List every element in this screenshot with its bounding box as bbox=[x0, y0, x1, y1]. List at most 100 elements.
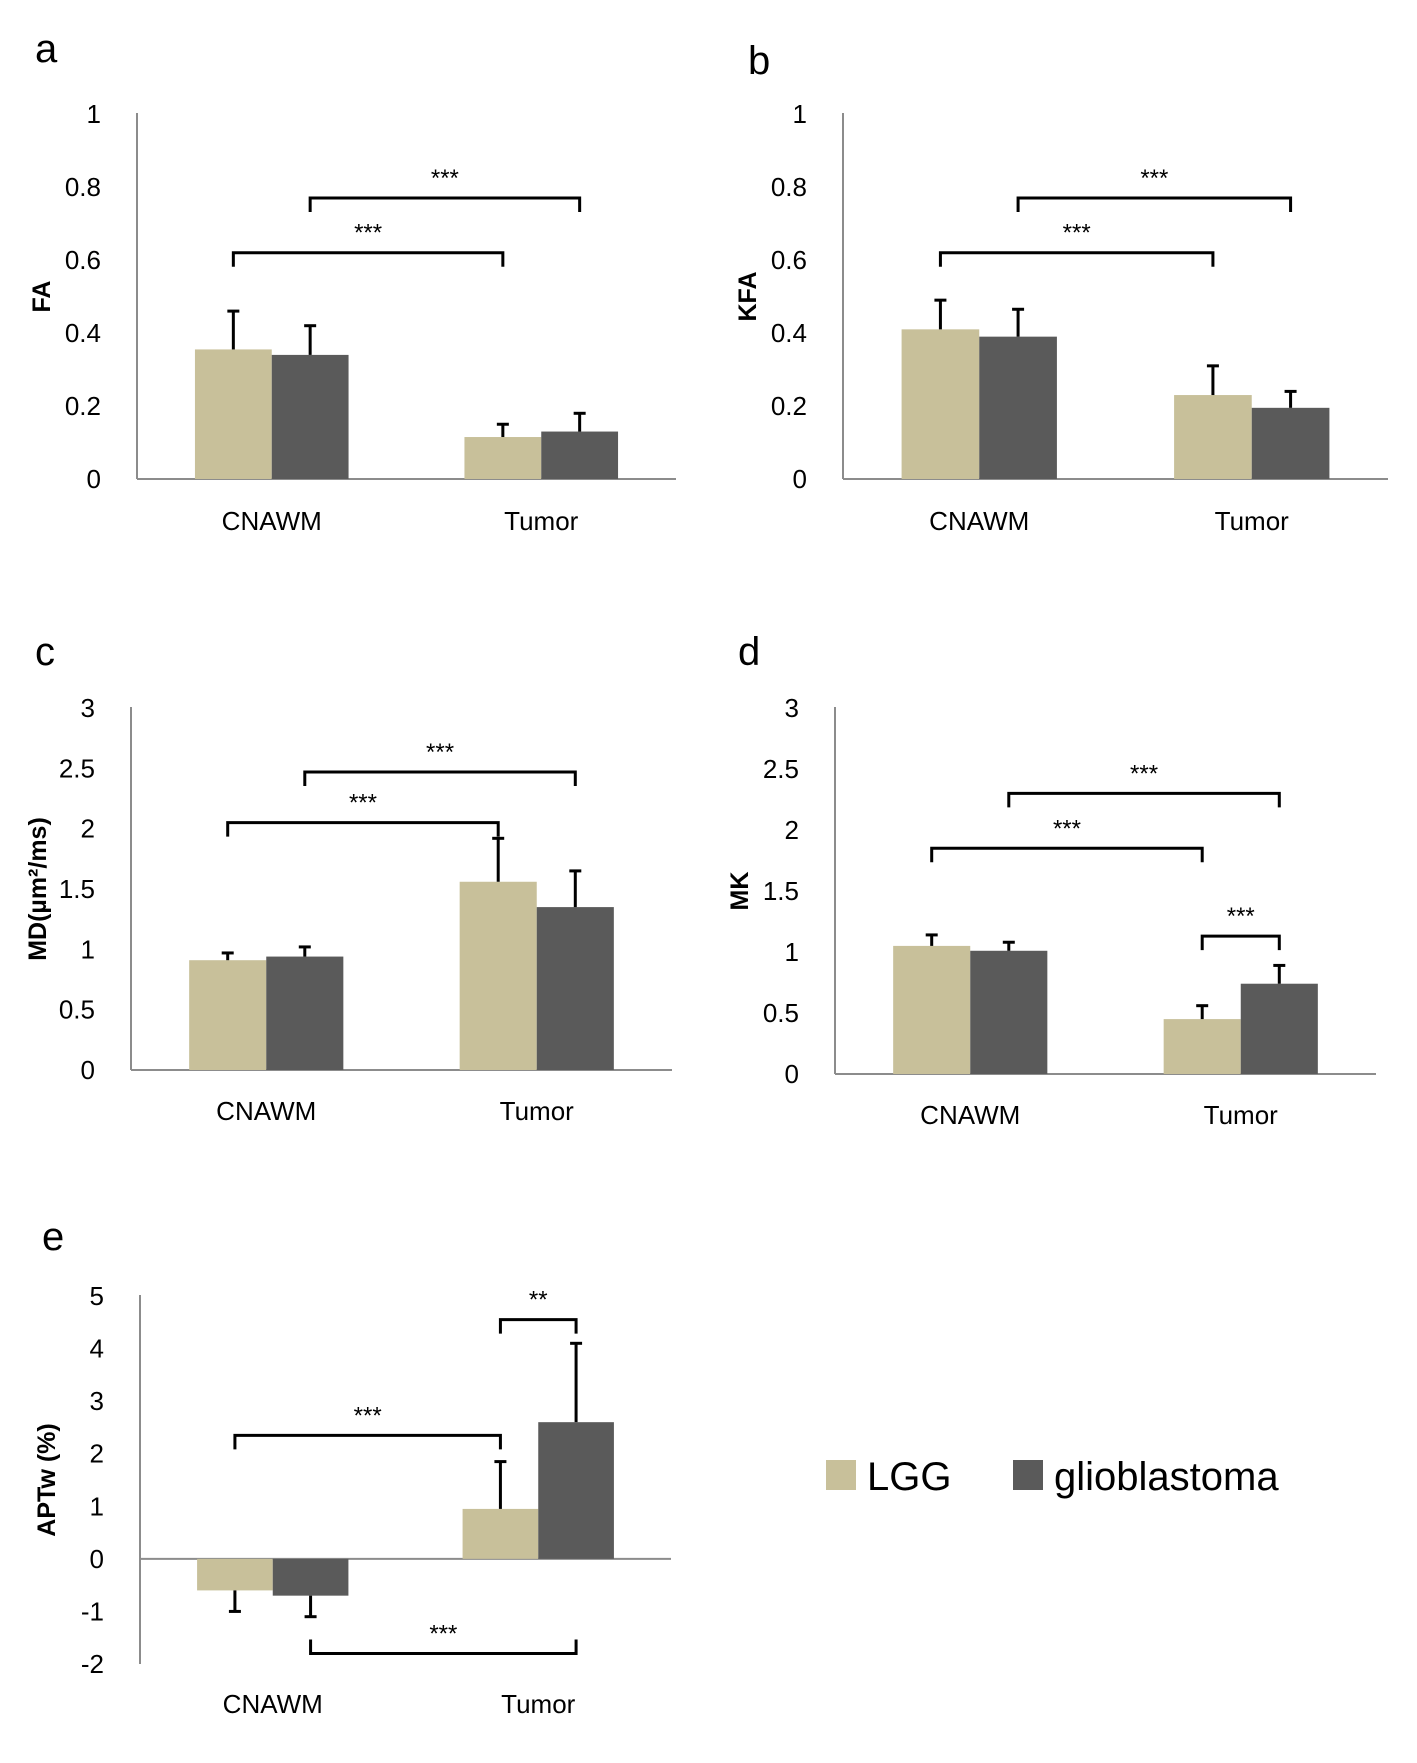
bar-LGG-CNAWM bbox=[189, 960, 267, 1070]
y-tick-label: 0 bbox=[90, 1544, 104, 1574]
y-axis-label: FA bbox=[28, 281, 56, 313]
error-bar bbox=[298, 945, 311, 957]
legend-swatch-LGG bbox=[826, 1460, 856, 1490]
chart-panel-d: d 0 0.5 1 1.5 2 2.5 3 MK CNAWM Tumor *** *** *** bbox=[726, 630, 1376, 1130]
bar-LGG-CNAWM bbox=[893, 945, 971, 1074]
y-tick-label: 1.5 bbox=[763, 876, 799, 906]
bar-LGG-Tumor bbox=[464, 437, 542, 479]
bracket-line bbox=[1016, 196, 1293, 212]
x-category-label: Tumor bbox=[1204, 1100, 1278, 1130]
y-tick-label: 1.5 bbox=[59, 874, 95, 904]
significance-label: *** bbox=[1130, 760, 1158, 787]
bar-glioblastoma-Tumor bbox=[1251, 407, 1330, 479]
significance-bracket: *** bbox=[309, 1620, 578, 1655]
y-tick-label: 0.6 bbox=[65, 245, 101, 275]
bracket-line bbox=[308, 196, 582, 212]
bracket-line bbox=[226, 821, 500, 837]
error-bar bbox=[496, 422, 509, 438]
error-bar bbox=[570, 1341, 583, 1423]
bar-LGG-Tumor bbox=[462, 1508, 539, 1559]
significance-bracket: *** bbox=[231, 220, 505, 267]
bracket-line bbox=[498, 1318, 578, 1334]
y-tick-label: 0.5 bbox=[763, 998, 799, 1028]
y-tick-label: 0.8 bbox=[771, 172, 807, 202]
y-tick-label: 2 bbox=[90, 1439, 104, 1469]
bar-LGG-Tumor bbox=[459, 881, 537, 1070]
error-bar bbox=[492, 836, 505, 882]
y-tick-label: 3 bbox=[90, 1386, 104, 1416]
bar-LGG-CNAWM bbox=[197, 1558, 273, 1591]
y-tick-label: 0 bbox=[87, 464, 101, 494]
y-tick-label: 0 bbox=[81, 1055, 95, 1085]
x-category-label: CNAWM bbox=[222, 506, 322, 536]
bracket-line bbox=[1200, 934, 1281, 951]
bar-glioblastoma-Tumor bbox=[1240, 983, 1318, 1074]
panel-label: c bbox=[35, 630, 55, 674]
panel-label: e bbox=[42, 1215, 64, 1259]
y-tick-label: 1 bbox=[785, 937, 799, 967]
x-category-label: CNAWM bbox=[223, 1689, 323, 1719]
y-tick-label: 0 bbox=[785, 1059, 799, 1089]
error-bar bbox=[227, 309, 240, 350]
x-category-label: Tumor bbox=[500, 1096, 574, 1126]
significance-label: *** bbox=[354, 220, 382, 247]
significance-bracket: *** bbox=[1016, 165, 1293, 212]
significance-label: *** bbox=[1063, 220, 1091, 247]
significance-label: *** bbox=[1053, 815, 1081, 842]
y-tick-label: 3 bbox=[785, 693, 799, 723]
y-tick-label: 2.5 bbox=[59, 753, 95, 783]
bar-glioblastoma-CNAWM bbox=[271, 354, 349, 479]
y-tick-label: 0.8 bbox=[65, 172, 101, 202]
error-bar bbox=[1002, 940, 1015, 951]
y-tick-label: 0.4 bbox=[65, 318, 101, 348]
y-tick-label: 0.2 bbox=[65, 391, 101, 421]
panel-label: d bbox=[738, 630, 760, 674]
significance-bracket: *** bbox=[308, 165, 582, 212]
bar-LGG-CNAWM bbox=[194, 349, 272, 479]
error-bar bbox=[304, 324, 317, 355]
chart-panel-c: c 0 0.5 1 1.5 2 2.5 3 MD(µm²/ms) CNAWM Tumor *** *** bbox=[24, 630, 672, 1126]
y-tick-label: 0.6 bbox=[771, 245, 807, 275]
y-tick-label: 0.5 bbox=[59, 995, 95, 1025]
y-axis-label: KFA bbox=[734, 272, 762, 322]
x-category-label: Tumor bbox=[501, 1689, 575, 1719]
significance-label: *** bbox=[431, 165, 459, 192]
panel-label: b bbox=[748, 39, 770, 83]
bracket-line bbox=[930, 846, 1204, 863]
legend-swatch-glioblastoma bbox=[1013, 1460, 1043, 1490]
significance-bracket: ** bbox=[498, 1287, 578, 1334]
error-bar bbox=[1284, 389, 1297, 408]
significance-bracket: *** bbox=[938, 220, 1215, 267]
error-bar bbox=[569, 869, 582, 908]
legend-label-glioblastoma: glioblastoma bbox=[1054, 1455, 1279, 1499]
significance-label: *** bbox=[1227, 903, 1255, 930]
x-category-label: CNAWM bbox=[929, 506, 1029, 536]
bar-glioblastoma-Tumor bbox=[538, 1422, 614, 1559]
bar-LGG-Tumor bbox=[1174, 395, 1252, 479]
bar-glioblastoma-CNAWM bbox=[979, 336, 1057, 479]
significance-label: *** bbox=[349, 790, 377, 817]
error-bar bbox=[304, 1595, 317, 1619]
error-bar bbox=[221, 951, 234, 961]
bracket-line bbox=[1007, 791, 1281, 808]
y-tick-label: 1 bbox=[793, 99, 807, 129]
error-bar bbox=[573, 411, 586, 432]
y-tick-label: 2 bbox=[785, 815, 799, 845]
bar-glioblastoma-Tumor bbox=[541, 431, 619, 479]
bracket-line bbox=[303, 770, 577, 786]
y-tick-label: 0.2 bbox=[771, 391, 807, 421]
bar-glioblastoma-Tumor bbox=[536, 907, 614, 1070]
bracket-line bbox=[231, 251, 505, 267]
y-tick-label: -2 bbox=[81, 1649, 104, 1679]
error-bar bbox=[1012, 307, 1025, 337]
significance-label: *** bbox=[429, 1620, 457, 1647]
x-category-label: CNAWM bbox=[920, 1100, 1020, 1130]
significance-label: ** bbox=[529, 1287, 548, 1314]
y-tick-label: 2.5 bbox=[763, 754, 799, 784]
y-axis-label: APTw (%) bbox=[33, 1423, 61, 1536]
error-bar bbox=[1196, 1004, 1209, 1020]
x-category-label: Tumor bbox=[504, 506, 578, 536]
y-tick-label: 0 bbox=[793, 464, 807, 494]
error-bar bbox=[925, 933, 938, 946]
